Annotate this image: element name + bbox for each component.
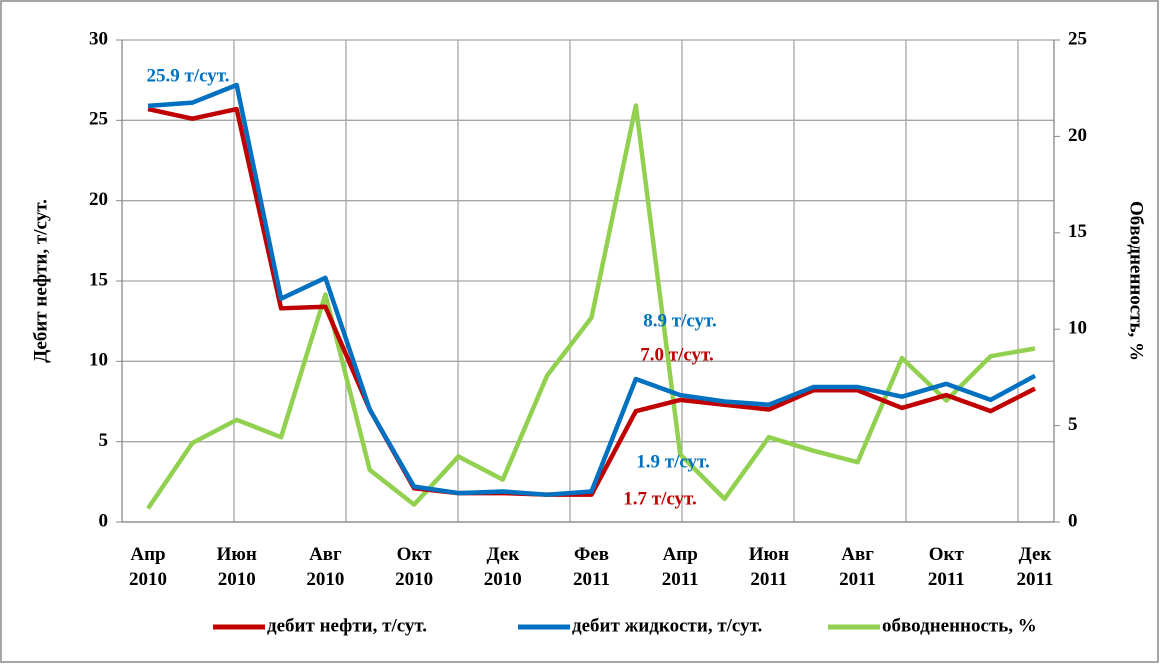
y2-tick-label: 15: [1068, 221, 1087, 242]
x-tick-label: Дек 2010: [484, 544, 522, 590]
series-line: [147, 106, 1037, 497]
y2-tick-label: 20: [1068, 125, 1087, 146]
x-tick-label-line: Фев: [574, 544, 609, 565]
y2-tick-label: 10: [1068, 318, 1087, 339]
x-tick-label-line: Дек: [1019, 544, 1052, 565]
x-tick-label: Июн 2010: [217, 544, 257, 590]
x-tick-label-line: 2010: [129, 569, 167, 590]
y-tick-label: 25: [89, 109, 108, 130]
annotation: 1.9 т/сут.: [636, 451, 709, 472]
annotation: 25.9 т/сут.: [147, 65, 230, 86]
x-tick-label-line: Июн: [749, 544, 789, 565]
x-tick-label: Авг 2011: [839, 544, 876, 590]
y-tick-label: 20: [89, 189, 108, 210]
legend-label: дебит нефти, т/сут.: [267, 615, 427, 636]
annotation: 7.0 т/сут.: [640, 344, 713, 365]
annotation: 8.9 т/сут.: [643, 310, 716, 331]
y-tick-label: 5: [99, 430, 109, 451]
y-tick-label: 0: [99, 510, 109, 531]
x-tick-label-line: Окт: [929, 544, 965, 565]
x-tick-label-line: Июн: [217, 544, 257, 565]
series-line: [147, 82, 1037, 497]
x-tick-label-line: Апр: [130, 544, 165, 565]
y-tick-label: 15: [89, 269, 108, 290]
x-tick-label-line: 2011: [662, 569, 699, 590]
x-tick-label-line: Апр: [663, 544, 698, 565]
x-tick-label-line: 2011: [1017, 569, 1054, 590]
x-tick-label: Окт 2011: [928, 544, 965, 590]
y-tick-label: 30: [89, 28, 108, 49]
x-tick-label-line: 2011: [839, 569, 876, 590]
x-tick-label-line: 2011: [750, 569, 787, 590]
y2-tick-label: 25: [1068, 28, 1087, 49]
x-tick-label: Апр 2011: [662, 544, 699, 590]
x-tick-label-line: 2010: [218, 569, 256, 590]
x-tick-label-line: 2011: [928, 569, 965, 590]
x-tick-label-line: Дек: [486, 544, 519, 565]
annotation: 1.7 т/сут.: [623, 488, 696, 509]
x-tick-label: Окт 2010: [395, 544, 433, 590]
y-tick-label: 10: [89, 350, 108, 371]
y-axis-title: Дебит нефти, т/сут.: [30, 199, 51, 363]
x-tick-label-line: 2010: [395, 569, 433, 590]
y2-tick-label: 5: [1068, 414, 1078, 435]
x-tick-label-line: 2010: [484, 569, 522, 590]
x-tick-label: Дек 2011: [1017, 544, 1054, 590]
x-tick-label-line: 2011: [573, 569, 610, 590]
x-tick-label-line: Окт: [397, 544, 433, 565]
x-tick-label-line: 2010: [306, 569, 344, 590]
x-tick-label-line: Авг: [841, 544, 874, 565]
y2-tick-label: 0: [1068, 510, 1078, 531]
x-tick-label: Июн 2011: [749, 544, 789, 590]
x-tick-label-line: Авг: [309, 544, 342, 565]
x-tick-label: Фев 2011: [573, 544, 610, 590]
x-tick-label: Авг 2010: [306, 544, 344, 590]
x-tick-label: Апр 2010: [129, 544, 167, 590]
legend-label: обводненность, %: [882, 615, 1037, 636]
legend-label: дебит жидкости, т/сут.: [572, 615, 762, 636]
y2-axis-title: Обводненность, %: [1126, 201, 1147, 361]
